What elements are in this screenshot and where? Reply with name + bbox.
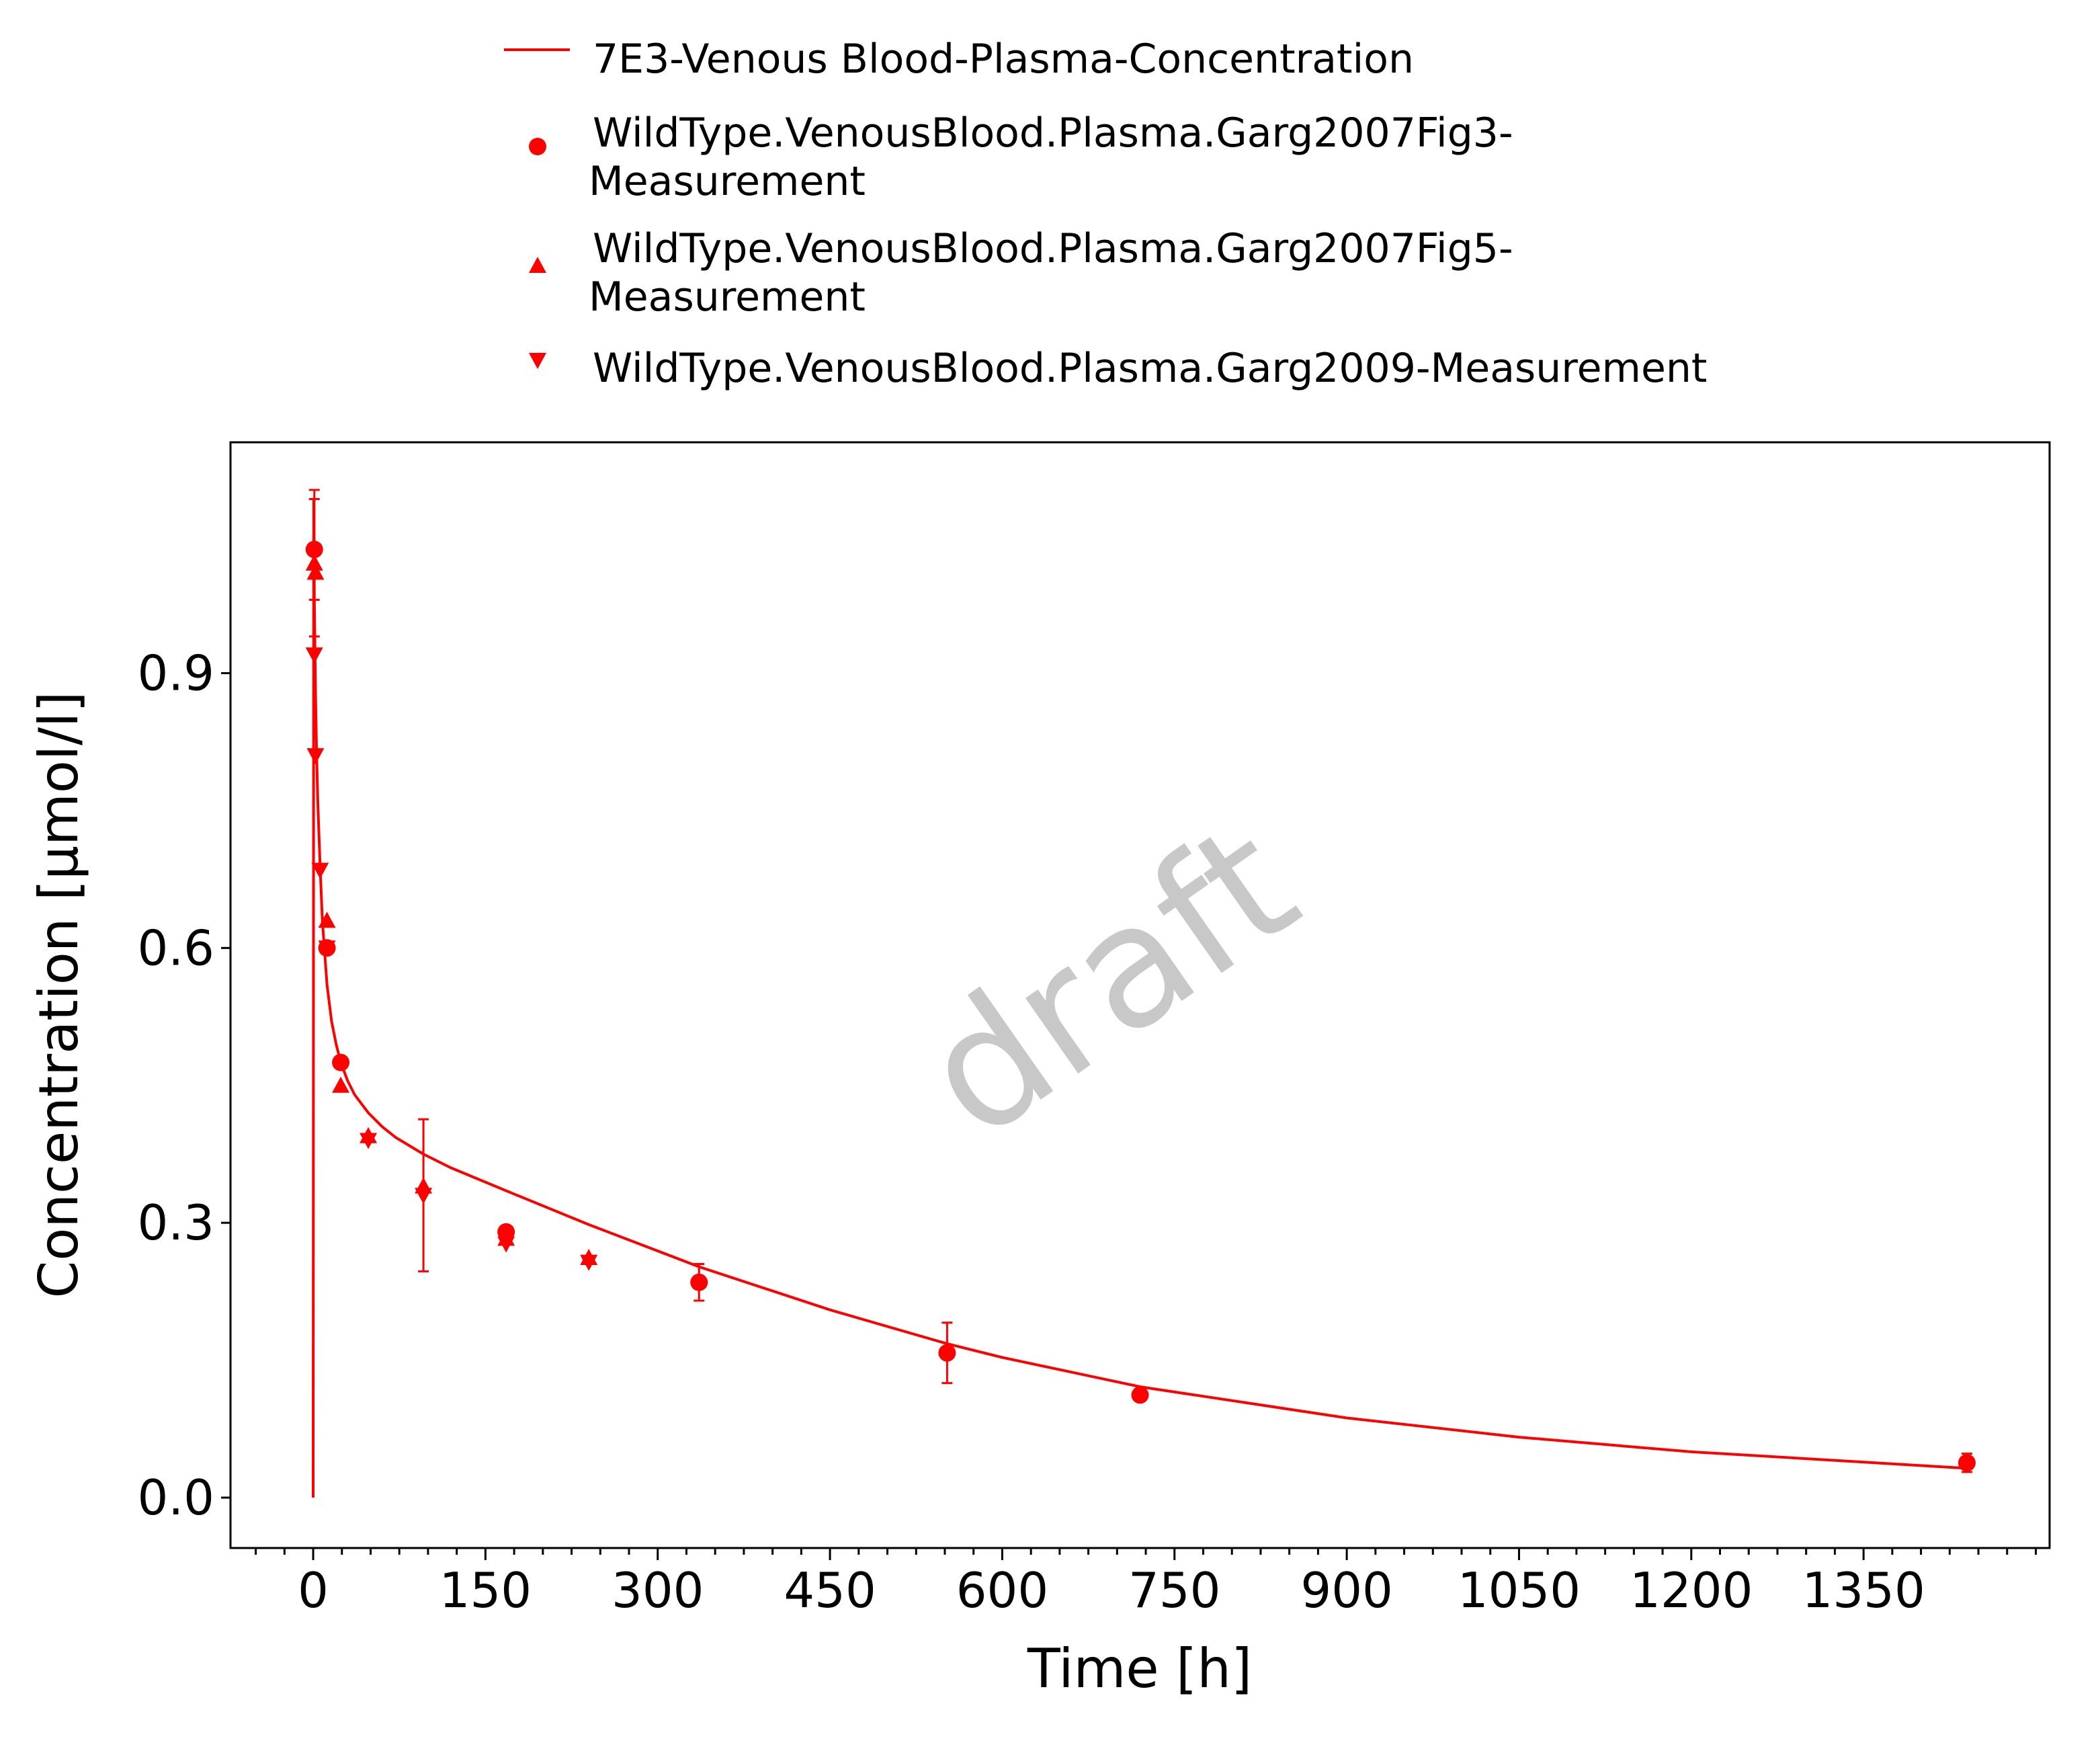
legend-label: WildType.VenousBlood.Plasma.Garg2009-Mea…	[593, 345, 1707, 392]
data-point	[690, 1273, 708, 1291]
data-point	[360, 1133, 378, 1149]
data-point	[580, 1254, 598, 1271]
x-tick-label: 150	[439, 1562, 532, 1619]
data-point	[306, 563, 325, 580]
watermark: draft	[889, 786, 1329, 1176]
legend-item: WildType.VenousBlood.Plasma.Garg2009-Mea…	[529, 345, 1707, 392]
x-tick-label: 1200	[1630, 1562, 1753, 1619]
legend: 7E3-Venous Blood-Plasma-Concentration Wil…	[504, 36, 1707, 392]
legend-label: Measurement	[589, 158, 866, 205]
series-3	[305, 647, 598, 1272]
series-layer	[305, 489, 1976, 1498]
x-tick-label: 750	[1128, 1562, 1220, 1619]
data-point	[306, 748, 325, 765]
data-point	[318, 940, 336, 957]
data-point	[1958, 1454, 1976, 1472]
data-point	[318, 911, 336, 928]
x-tick-label: 1050	[1458, 1562, 1581, 1619]
x-tick-label: 900	[1300, 1562, 1392, 1619]
y-tick-label: 0.0	[137, 1469, 214, 1526]
data-point	[311, 862, 329, 879]
x-tick-label: 0	[298, 1562, 329, 1619]
data-point	[1131, 1386, 1149, 1404]
y-tick-label: 0.3	[137, 1194, 214, 1251]
x-axis-title: Time [h]	[1027, 1637, 1252, 1700]
legend-item: WildType.VenousBlood.Plasma.Garg2007Fig3…	[529, 110, 1513, 205]
legend-label: 7E3-Venous Blood-Plasma-Concentration	[593, 36, 1414, 83]
x-tick-label: 450	[784, 1562, 876, 1619]
legend-swatch	[529, 138, 546, 155]
legend-label: WildType.VenousBlood.Plasma.Garg2007Fig5…	[593, 225, 1513, 272]
x-tick-label: 1350	[1802, 1562, 1925, 1619]
data-point	[332, 1053, 350, 1071]
data-point	[938, 1344, 956, 1362]
data-point	[332, 1076, 350, 1093]
series-line	[312, 497, 1968, 1498]
data-point	[305, 647, 323, 664]
legend-label: WildType.VenousBlood.Plasma.Garg2007Fig3…	[593, 110, 1513, 157]
legend-item: WildType.VenousBlood.Plasma.Garg2007Fig5…	[529, 225, 1513, 321]
data-point	[497, 1236, 515, 1253]
data-point	[305, 554, 323, 571]
x-axis: 0 150 300 450 600 750 900 1050 1200 1350	[230, 1547, 2050, 1619]
x-tick-label: 300	[612, 1562, 704, 1619]
y-axis-title: Concentration [µmol/l]	[28, 692, 90, 1299]
legend-label: Measurement	[589, 274, 866, 321]
series-0	[312, 497, 1968, 1498]
y-tick-label: 0.6	[137, 920, 214, 976]
y-tick-label: 0.9	[137, 645, 214, 701]
series-2	[305, 489, 598, 1265]
y-axis: 0.0 0.3 0.6 0.9	[137, 442, 232, 1548]
data-point	[415, 1188, 433, 1205]
legend-swatch	[529, 257, 546, 273]
legend-swatch	[529, 353, 546, 369]
legend-item: 7E3-Venous Blood-Plasma-Concentration	[504, 36, 1414, 83]
x-tick-label: 600	[956, 1562, 1048, 1619]
